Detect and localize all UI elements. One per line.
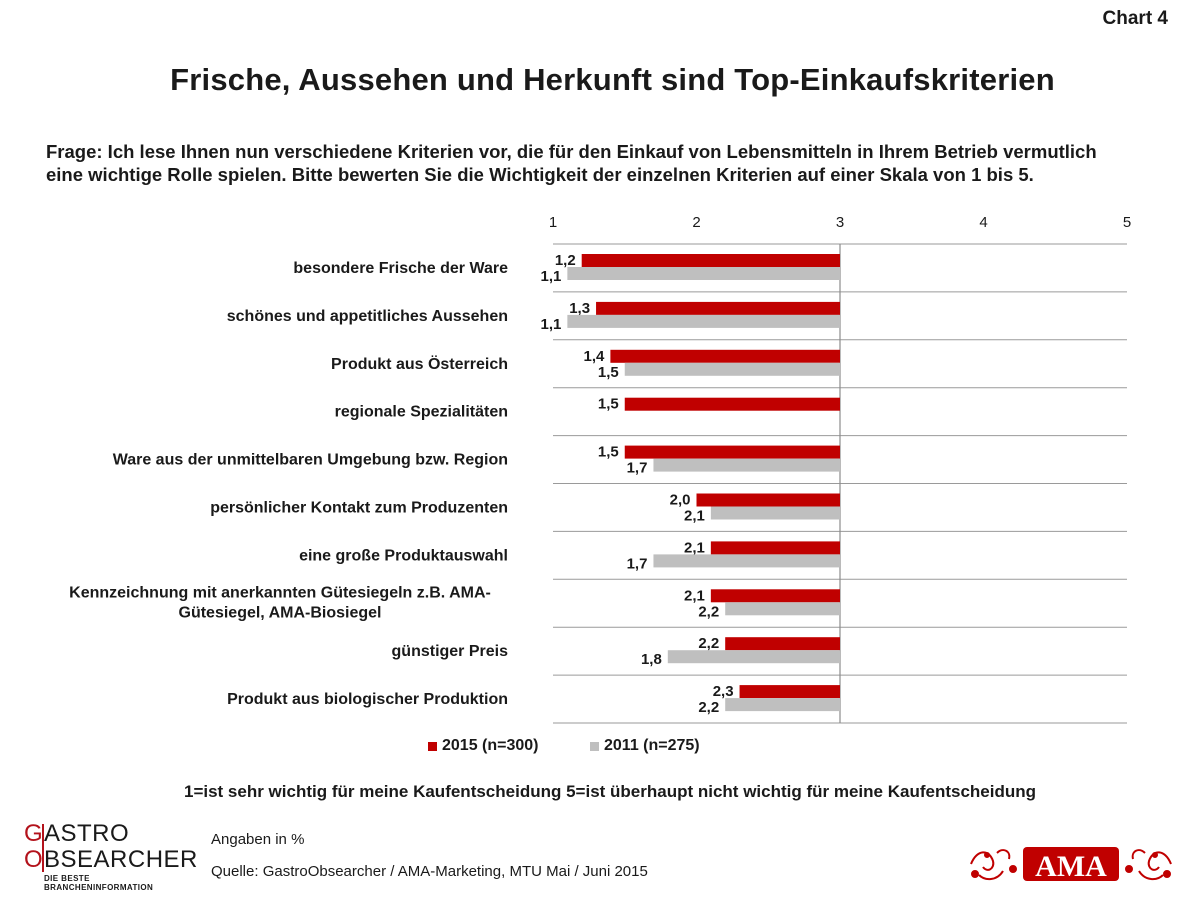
data-label-2015: 1,2 [555, 252, 576, 269]
data-label-2015: 1,5 [598, 396, 619, 413]
data-label-2011: 1,1 [540, 316, 561, 333]
scale-note: 1=ist sehr wichtig für meine Kaufentsche… [183, 782, 1036, 801]
data-label-2015: 2,1 [684, 539, 705, 556]
ornament-left-icon [970, 849, 1017, 881]
x-tick-label: 2 [692, 214, 700, 231]
data-label-2011: 1,5 [598, 364, 619, 381]
category-label: regionale Spezialitäten [335, 404, 508, 421]
logo-line-2: O BSEARCHER [24, 848, 198, 872]
bar-2015 [696, 493, 840, 507]
legend-label-2011: 2011 (n=275) [604, 737, 700, 754]
category-label: besondere Frische der Ware [293, 260, 508, 277]
ornament-right-icon [1125, 849, 1172, 881]
category-label: Produkt aus Österreich [331, 354, 508, 373]
logo-line-1: G ASTRO [24, 822, 129, 846]
logo-text-bsearcher: BSEARCHER [44, 846, 198, 873]
bar-2011 [667, 650, 840, 664]
survey-question: Frage: Ich lese Ihnen nun verschiedene K… [46, 141, 1097, 185]
category-label: Kennzeichnung mit anerkannten Gütesiegel… [69, 584, 491, 621]
bar-2011 [624, 362, 840, 376]
bar-2015 [710, 541, 840, 555]
ama-logo: AMA [970, 847, 1172, 883]
bar-2015 [624, 445, 840, 459]
bar-2015 [739, 685, 840, 699]
x-tick-label: 1 [549, 214, 557, 231]
gastroobsearcher-logo: G ASTRO O BSEARCHER DIE BESTE BRANCHENIN… [24, 822, 198, 893]
category-label: eine große Produktauswahl [299, 547, 508, 564]
legend-swatch-2011 [590, 741, 599, 751]
category-label: schönes und appetitliches Aussehen [227, 308, 508, 325]
category-label-line: Kennzeichnung mit anerkannten Gütesiegel… [69, 584, 491, 601]
bar-2011 [725, 602, 840, 616]
logo-divider [24, 824, 44, 872]
bar-2011 [567, 267, 840, 280]
ama-badge [1023, 847, 1119, 881]
logo-initial-g: G [24, 820, 43, 847]
category-label: günstiger Preis [392, 643, 509, 660]
legend-swatch-2015 [428, 741, 437, 751]
bar-2011 [567, 314, 840, 328]
data-label-2011: 1,1 [540, 268, 561, 285]
unit-note: Angaben in % [211, 831, 305, 848]
category-label: persönlicher Kontakt zum Produzenten [210, 500, 508, 517]
bar-2015 [725, 637, 840, 651]
legend-label-2015: 2015 (n=300) [442, 737, 539, 754]
bar-2011 [653, 458, 840, 472]
x-tick-label: 4 [979, 214, 987, 231]
page-title: Frische, Aussehen und Herkunft sind Top-… [170, 62, 1055, 97]
data-label-2015: 1,4 [584, 348, 606, 365]
bar-2015 [710, 589, 840, 603]
legend-item-2011: 2011 (n=275) [590, 737, 700, 755]
data-label-2011: 2,1 [684, 508, 705, 525]
data-label-2015: 2,1 [684, 587, 705, 604]
bar-2015 [610, 349, 840, 363]
logo-text-astro: ASTRO [44, 820, 130, 847]
logo-tagline: DIE BESTE BRANCHENINFORMATION [44, 874, 154, 892]
bar-2015 [596, 301, 840, 315]
data-label-2011: 1,8 [641, 651, 662, 668]
chart-number: Chart 4 [1102, 8, 1168, 29]
data-label-2011: 2,2 [698, 699, 719, 716]
bar-2011 [653, 554, 840, 568]
x-tick-label: 5 [1123, 214, 1131, 231]
data-label-2015: 2,3 [713, 683, 734, 700]
data-label-2011: 2,2 [698, 603, 719, 620]
data-label-2011: 1,7 [627, 460, 648, 477]
data-label-2015: 1,3 [569, 300, 590, 317]
bar-2011 [725, 698, 840, 712]
category-label: Ware aus der unmittelbaren Umgebung bzw.… [113, 452, 508, 469]
data-label-2011: 1,7 [627, 555, 648, 572]
bar-2011 [710, 506, 840, 520]
bar-2015 [624, 397, 840, 411]
legend-item-2015: 2015 (n=300) [428, 737, 539, 755]
data-label-2015: 2,0 [670, 492, 691, 509]
category-label: Produkt aus biologischer Produktion [227, 691, 508, 708]
ama-logo-text: AMA [1035, 850, 1107, 883]
category-label-line: Gütesiegel, AMA-Biosiegel [179, 604, 382, 621]
bar-2015 [581, 254, 840, 267]
x-tick-label: 3 [836, 214, 844, 231]
logo-initial-o: O [24, 846, 43, 873]
data-label-2015: 1,5 [598, 444, 619, 461]
data-label-2015: 2,2 [698, 635, 719, 652]
source-note: Quelle: GastroObsearcher / AMA-Marketing… [211, 863, 648, 880]
